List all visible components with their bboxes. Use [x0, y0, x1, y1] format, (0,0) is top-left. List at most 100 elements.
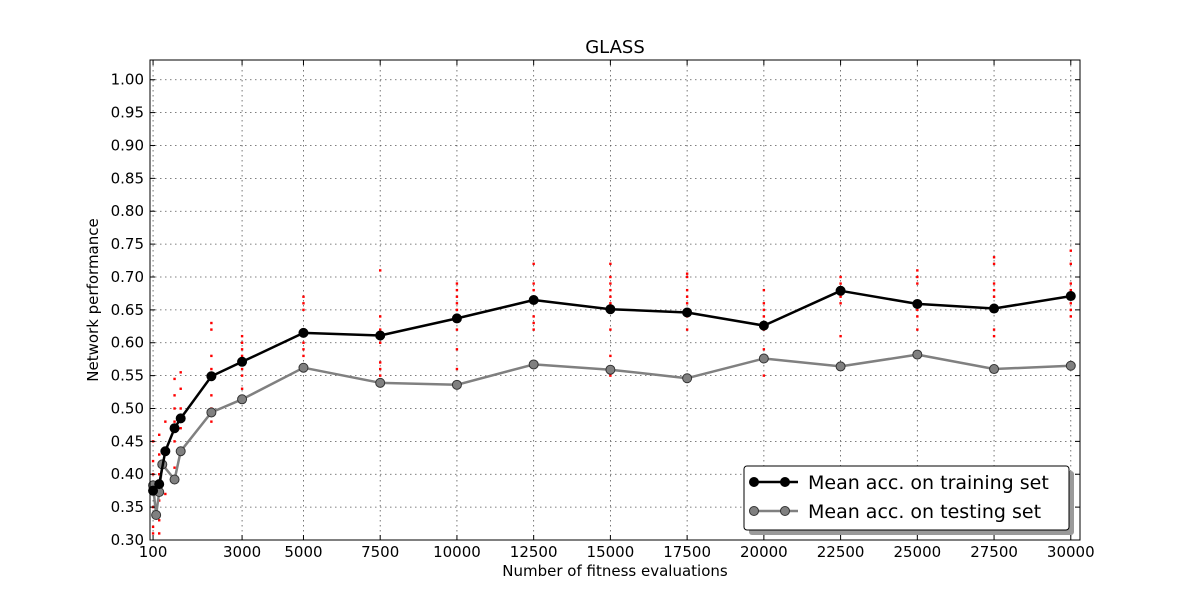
- testing-point: [1065, 360, 1076, 371]
- sample-point: [839, 282, 842, 285]
- y-tick-label: 0.40: [111, 465, 144, 483]
- y-axis-label: Network performance: [84, 218, 102, 381]
- testing-point: [169, 474, 180, 485]
- x-tick-label: 7500: [361, 543, 399, 561]
- sample-point: [992, 334, 996, 338]
- x-tick-label: 17500: [663, 543, 711, 561]
- x-tick-label: 15000: [587, 543, 635, 561]
- legend-box: [743, 465, 1070, 531]
- sample-point: [173, 440, 176, 443]
- training-point: [175, 413, 186, 424]
- chart-title: GLASS: [585, 37, 645, 58]
- sample-point: [173, 394, 176, 397]
- sample-point: [158, 473, 161, 476]
- sample-point: [164, 420, 167, 423]
- sample-point: [916, 275, 919, 279]
- testing-point: [835, 361, 846, 372]
- sample-point: [685, 295, 689, 298]
- sample-point: [1069, 282, 1072, 285]
- sample-point: [179, 371, 182, 374]
- sample-point: [158, 519, 161, 522]
- y-tick-label: 0.90: [111, 136, 144, 154]
- sample-point: [609, 302, 612, 305]
- sample-point: [173, 466, 176, 469]
- sample-point: [151, 532, 155, 535]
- y-tick-label: 0.70: [111, 268, 144, 286]
- sample-point: [1069, 308, 1072, 312]
- sample-point: [240, 354, 244, 358]
- testing-point: [605, 364, 616, 375]
- sample-point: [762, 288, 766, 292]
- sample-point: [1069, 315, 1072, 318]
- sample-point: [179, 427, 182, 430]
- sample-point: [762, 302, 766, 305]
- x-tick-label: 12500: [510, 543, 558, 561]
- sample-point: [916, 269, 919, 272]
- sample-point: [916, 308, 919, 312]
- y-tick-label: 0.95: [111, 104, 144, 122]
- legend-marker-training: [780, 477, 790, 487]
- training-point: [148, 485, 159, 496]
- x-tick-label: 10000: [433, 543, 481, 561]
- sample-point: [378, 341, 382, 344]
- sample-point: [992, 328, 996, 331]
- y-tick-label: 1.00: [111, 71, 144, 89]
- series-line-training: [152, 289, 1071, 492]
- sample-point: [992, 256, 996, 259]
- sample-point: [455, 367, 459, 371]
- sample-point: [532, 321, 535, 325]
- sample-point: [685, 288, 689, 292]
- sample-point: [609, 328, 612, 331]
- sample-point: [532, 262, 535, 266]
- sample-point: [302, 295, 305, 298]
- sample-point: [685, 302, 689, 305]
- sample-point: [240, 374, 244, 377]
- training-point: [298, 327, 309, 338]
- sample-point: [609, 288, 612, 292]
- testing-point: [175, 446, 186, 457]
- sample-point: [455, 295, 459, 298]
- sample-point: [210, 328, 213, 331]
- testing-point: [298, 362, 309, 373]
- sample-point: [609, 354, 612, 358]
- training-point: [1065, 291, 1076, 302]
- sample-point: [839, 275, 842, 279]
- sample-point: [179, 407, 182, 410]
- training-point: [451, 313, 462, 324]
- testing-point: [151, 510, 162, 521]
- x-tick-label: 25000: [893, 543, 941, 561]
- x-tick-label: 3000: [223, 543, 261, 561]
- axis-ticks: 100 3000 5000 7500 10000 12500 15000 17500 20000…: [111, 60, 1095, 561]
- training-point: [528, 295, 539, 305]
- sample-point: [455, 328, 459, 331]
- testing-point: [989, 364, 1000, 375]
- sample-point: [455, 348, 459, 351]
- sample-point: [685, 272, 689, 275]
- sample-point: [173, 420, 176, 423]
- sample-point: [455, 282, 459, 285]
- x-tick-label: 100: [139, 543, 168, 561]
- legend-label-testing: Mean acc. on testing set: [808, 501, 1041, 523]
- sample-point: [532, 282, 535, 285]
- x-tick-label: 22500: [817, 543, 865, 561]
- series-lines: [148, 285, 1076, 521]
- sample-point: [916, 315, 919, 318]
- sample-point: [839, 295, 842, 298]
- sample-point: [839, 334, 842, 338]
- sample-point: [992, 282, 996, 285]
- sample-point: [302, 354, 305, 358]
- sample-point: [762, 374, 766, 377]
- sample-point: [685, 328, 689, 331]
- sample-point: [378, 328, 382, 331]
- sample-point: [609, 275, 612, 279]
- testing-point: [528, 359, 539, 370]
- legend-marker-training: [749, 477, 759, 487]
- sample-point: [179, 387, 182, 390]
- training-point: [206, 371, 217, 382]
- sample-point: [240, 348, 244, 351]
- legend-marker-testing: [780, 506, 790, 516]
- sample-point: [455, 308, 459, 312]
- training-point: [375, 330, 386, 341]
- sample-point: [762, 348, 766, 351]
